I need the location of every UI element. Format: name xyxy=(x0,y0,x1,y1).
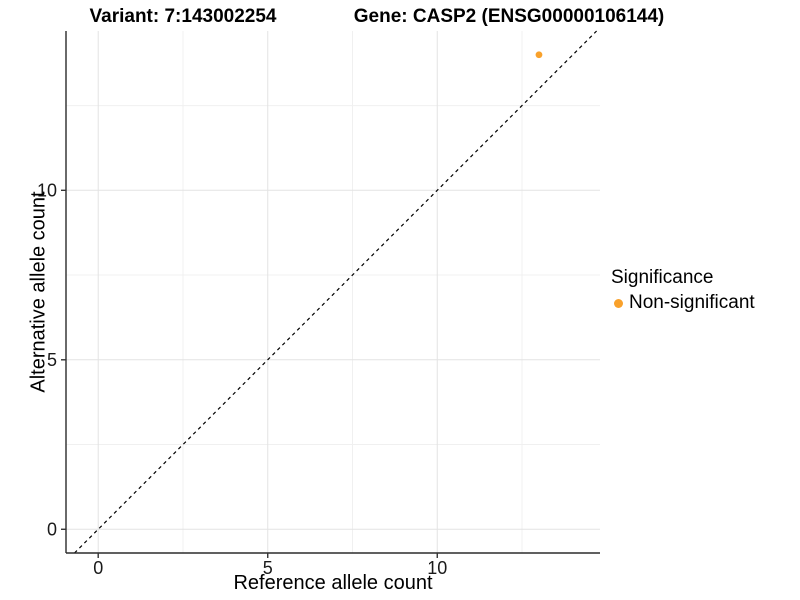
legend-item-label: Non-significant xyxy=(629,292,755,313)
x-tick-label: 10 xyxy=(427,558,447,578)
legend-item-non-significant: Non-significant xyxy=(611,292,755,314)
x-tick-label: 0 xyxy=(93,558,103,578)
point-swatch-icon xyxy=(614,298,623,308)
legend: Significance Non-significant xyxy=(611,267,755,314)
x-axis-title: Reference allele count xyxy=(233,572,433,594)
y-tick-label: 5 xyxy=(47,350,57,370)
y-tick-label: 0 xyxy=(47,519,57,539)
y-axis-title: Alternative allele count xyxy=(27,191,50,393)
y-tick-label: 10 xyxy=(37,180,57,200)
identity-line xyxy=(74,30,598,554)
x-tick-label: 5 xyxy=(263,558,273,578)
data-point xyxy=(535,51,543,59)
plot-title-gene: Gene: CASP2 (ENSG00000106144) xyxy=(353,6,665,27)
plot-title-variant: Variant: 7:143002254 xyxy=(89,6,277,27)
legend-title: Significance xyxy=(611,267,714,288)
